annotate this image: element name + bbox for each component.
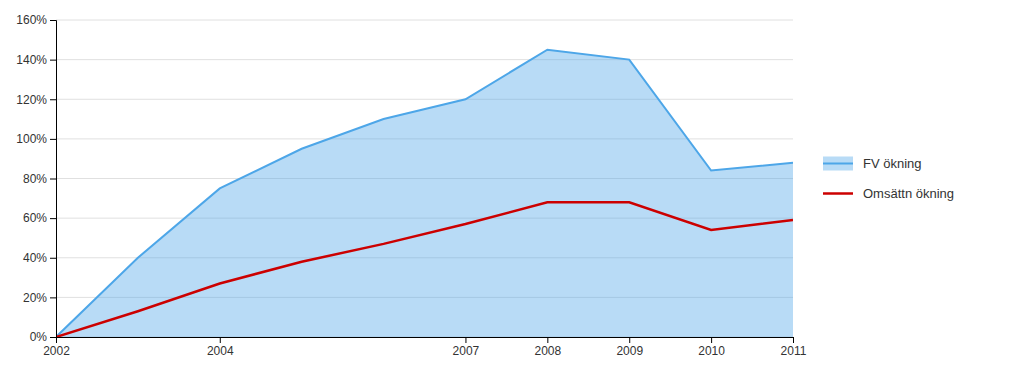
tick-label: 120% — [16, 93, 47, 107]
tick: 20% — [23, 291, 56, 305]
tick-label: 2009 — [616, 344, 643, 358]
tick: 80% — [23, 172, 56, 186]
tick-label: 2007 — [453, 344, 480, 358]
grid-line — [56, 99, 793, 100]
tick-mark — [50, 337, 56, 338]
legend-swatch — [823, 157, 853, 171]
tick-mark — [50, 20, 56, 21]
tick: 40% — [23, 251, 56, 265]
legend-item: FV ökning — [823, 156, 922, 171]
tick: 60% — [23, 211, 56, 225]
tick: 0% — [30, 330, 56, 344]
tick: 160% — [16, 13, 56, 27]
legend-swatch — [823, 163, 853, 165]
tick: 2010 — [698, 337, 725, 358]
legend-item: Omsättn ökning — [823, 186, 954, 201]
tick-mark — [50, 60, 56, 61]
tick-mark — [50, 99, 56, 100]
tick-mark — [50, 179, 56, 180]
line — [56, 50, 793, 337]
legend-label: FV ökning — [863, 156, 922, 171]
tick-label: 160% — [16, 13, 47, 27]
tick-label: 2002 — [43, 344, 70, 358]
grid-line — [56, 59, 793, 60]
axis-line — [50, 21, 57, 338]
tick: 2007 — [453, 337, 480, 358]
tick-label: 2011 — [781, 344, 807, 358]
area — [56, 50, 793, 337]
tick: 2008 — [534, 337, 561, 358]
tick: 120% — [16, 93, 56, 107]
plot: 2002 2004 2007 2008 2009 2010 2011 0% 20% 40% 60% 8… — [16, 13, 806, 357]
tick-label: 2010 — [698, 344, 725, 358]
tick-mark — [711, 337, 712, 343]
tick-mark — [50, 218, 56, 219]
tick-mark — [629, 337, 630, 343]
tick-label: 80% — [23, 172, 47, 186]
tick-label: 100% — [16, 132, 47, 146]
tick: 100% — [16, 132, 56, 146]
tick-mark — [465, 337, 466, 343]
y-axis: 0% 20% 40% 60% 80% 100% 120% 140% 160% — [16, 13, 56, 344]
marks — [56, 50, 793, 337]
tick-label: 140% — [16, 53, 47, 67]
tick-label: 20% — [23, 291, 47, 305]
line — [56, 202, 793, 337]
tick-mark — [547, 337, 548, 343]
tick: 2002 — [43, 337, 70, 358]
legend: FV ökning Omsättn ökning — [823, 156, 954, 201]
tick-label: 2008 — [534, 344, 561, 358]
grid-line — [56, 20, 793, 21]
legend-label: Omsättn ökning — [863, 186, 954, 201]
legend-swatch — [823, 192, 853, 195]
axis-line — [57, 338, 794, 344]
x-axis: 2002 2004 2007 2008 2009 2010 2011 — [43, 337, 807, 358]
tick: 2004 — [207, 337, 234, 358]
tick-mark — [50, 258, 56, 259]
tick-mark — [793, 337, 794, 343]
tick-label: 0% — [30, 330, 48, 344]
grid — [56, 20, 793, 337]
tick: 2009 — [616, 337, 643, 358]
tick: 140% — [16, 53, 56, 67]
tick-label: 60% — [23, 211, 47, 225]
tick-mark — [50, 139, 56, 140]
tick: 2011 — [781, 337, 807, 358]
tick-label: 2004 — [207, 344, 234, 358]
tick-mark — [50, 297, 56, 298]
tick-mark — [220, 337, 221, 343]
chart: 2002 2004 2007 2008 2009 2010 2011 0% 20% 40% 60% 8… — [0, 0, 1023, 371]
tick-label: 40% — [23, 251, 47, 265]
